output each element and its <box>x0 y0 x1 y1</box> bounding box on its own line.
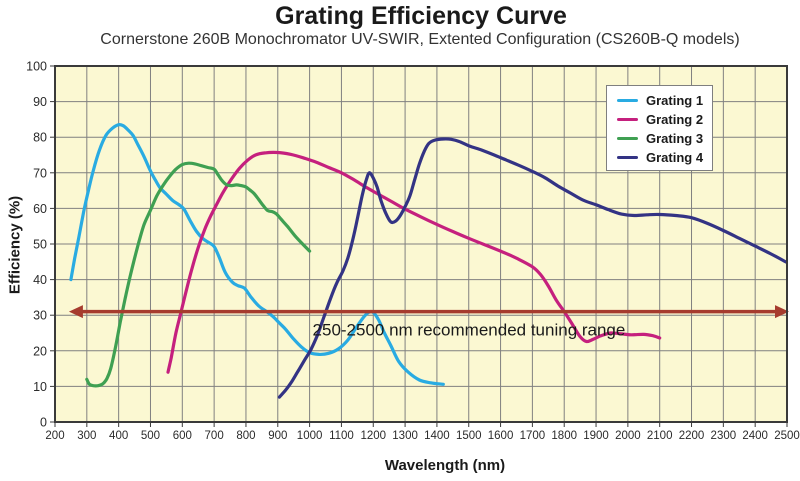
legend-line-swatch-icon <box>617 137 638 140</box>
legend-line-swatch-icon <box>617 99 638 102</box>
x-tick-label: 600 <box>173 430 192 442</box>
legend-label: Grating 2 <box>646 112 704 127</box>
y-tick-label: 100 <box>26 60 47 74</box>
x-tick-label: 300 <box>77 430 96 442</box>
x-tick-label: 1300 <box>392 430 418 442</box>
x-tick-label: 200 <box>45 430 64 442</box>
x-tick-label: 1100 <box>329 430 354 442</box>
legend-label: Grating 4 <box>646 150 704 165</box>
x-tick-label: 1700 <box>520 430 546 442</box>
x-tick-label: 500 <box>141 430 160 442</box>
x-tick-label: 2400 <box>742 430 768 442</box>
y-tick-label: 90 <box>33 95 47 109</box>
y-tick-label: 80 <box>33 131 47 145</box>
y-tick-label: 70 <box>33 166 47 180</box>
x-tick-label: 2100 <box>647 430 673 442</box>
x-axis-label: Wavelength (nm) <box>384 457 506 474</box>
x-tick-label: 1800 <box>551 430 577 442</box>
tuning-range-label: 250-2500 nm recommended tuning range <box>313 321 626 340</box>
x-tick-label: 400 <box>109 430 128 442</box>
series-grating-3 <box>85 161 312 388</box>
y-tick-label: 20 <box>33 344 47 358</box>
x-tick-label: 1900 <box>583 430 609 442</box>
tuning-range-annotation: 250-2500 nm recommended tuning range <box>68 305 789 340</box>
x-tick-label: 2200 <box>679 430 705 442</box>
arrow-right-head-icon <box>775 305 789 319</box>
arrow-left-head-icon <box>68 305 83 319</box>
y-tick-label: 50 <box>33 238 47 252</box>
chart-title: Grating Efficiency Curve <box>275 2 567 30</box>
legend-line-swatch-icon <box>617 118 638 121</box>
series-group <box>69 122 788 399</box>
legend-item-grating-4: Grating 4 <box>617 148 712 167</box>
chart-subtitle: Cornerstone 260B Monochromator UV-SWIR, … <box>100 31 740 48</box>
x-tick-label: 2300 <box>711 430 737 442</box>
x-tick-label: 900 <box>268 430 287 442</box>
legend-item-grating-3: Grating 3 <box>617 129 712 148</box>
x-tick-label: 1500 <box>456 430 482 442</box>
y-tick-label: 0 <box>40 416 47 430</box>
y-tick-label: 10 <box>33 380 47 394</box>
x-tick-label: 1400 <box>424 430 450 442</box>
x-tick-label: 1000 <box>297 430 323 442</box>
series-grating-2 <box>166 150 662 374</box>
axis-ticks: 200 300 400 500 600 700 800 900 1000 1100 1200 1300… <box>26 60 800 443</box>
series-grating-1 <box>69 122 445 386</box>
series-grating-4 <box>277 137 788 399</box>
legend-label: Grating 3 <box>646 131 704 146</box>
y-tick-label: 30 <box>33 309 47 323</box>
x-tick-label: 2000 <box>615 430 641 442</box>
x-tick-label: 1200 <box>360 430 386 442</box>
legend: Grating 1 Grating 2 Grating 3 Grating 4 <box>606 85 713 171</box>
legend-item-grating-1: Grating 1 <box>617 91 712 110</box>
legend-label: Grating 1 <box>646 93 704 108</box>
x-tick-label: 2500 <box>774 430 800 442</box>
plot-border <box>54 65 788 423</box>
x-tick-label: 1600 <box>488 430 514 442</box>
x-tick-label: 700 <box>205 430 224 442</box>
y-tick-label: 40 <box>33 273 47 287</box>
gridlines <box>55 66 787 422</box>
legend-line-swatch-icon <box>617 156 638 159</box>
legend-item-grating-2: Grating 2 <box>617 110 712 129</box>
x-tick-label: 800 <box>236 430 255 442</box>
y-tick-label: 60 <box>33 202 47 216</box>
